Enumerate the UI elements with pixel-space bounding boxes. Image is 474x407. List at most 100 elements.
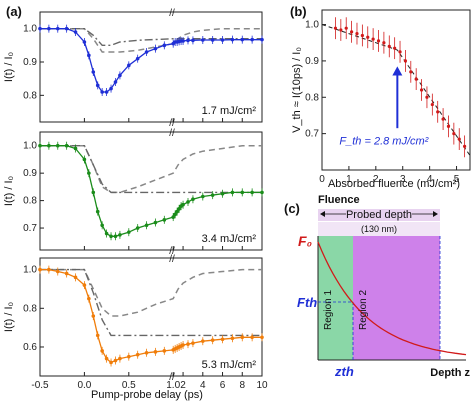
probed-band-lower [318,222,440,236]
y-tick-label: 0.8 [23,196,37,207]
x-tick-label: 1.0 [166,380,180,391]
fluence-title: Fluence [318,194,360,206]
plot-frame [321,9,471,171]
y-tick-label: 0.8 [23,303,37,314]
zth-label: zth [334,364,354,379]
y-tick-label: 0.8 [23,90,37,101]
fluence-label: 3.4 mJ/cm² [202,233,257,245]
fluence-decay-curve [317,241,467,356]
data-point [376,39,381,43]
data-point [441,117,445,121]
probed-band [318,209,440,221]
chart-b: 0 1 2 3 4 5 0.7 0.8 0.9 1.0 V_th ≈ I(10ps) / I₀ F_t… [291,9,471,185]
data-point [414,77,418,81]
fit-line [321,24,471,156]
fit-line [40,145,262,237]
data-point [425,95,429,99]
chart-a1: // // 0.8 0.9 1.0 I(t) / I₀ 1.7 mJ/cm² [3,8,264,129]
data-point [436,110,440,114]
f0-label: F₀ [298,233,313,249]
data-point [333,26,338,30]
panel-label-a: (a) [6,4,22,19]
probed-depth-nm: (130 nm) [361,224,397,234]
y-tick-label: 0.6 [23,342,37,353]
depth-label: Depth z [430,367,470,379]
y-axis-label: I(t) / I₀ [3,176,15,206]
plot-frame [39,257,263,377]
threshold-arrowhead [392,66,403,76]
threshold-annotation: F_th = 2.8 mJ/cm² [339,136,428,148]
region-2-area [353,236,440,360]
y-tick-label: 1.0 [23,24,37,35]
data-point [371,37,375,41]
x-axis-label-b: Absorbed fluence (mJ/cm²) [328,178,460,190]
chart-a2: // // 0.7 0.8 0.9 1.0 I(t) / I₀ 3.4 mJ/cm² [3,128,264,257]
reference-curve-dashed [40,27,262,53]
x-tick-label: 2 [180,380,186,391]
reference-curve-dashdot [40,268,262,337]
x-tick-label: 3 [400,174,406,185]
x-tick-label: 0.0 [77,380,91,391]
axis-break-bottom: // [169,118,175,129]
x-tick-label: 1 [346,174,352,185]
y-tick-label: 0.9 [23,57,37,68]
chart-a3: ////0.60.81.0I(t) / I₀-0.5 0.0 0.5 1.0 2 4 6 8 1… [3,254,268,391]
fit-line [40,268,262,364]
probed-arrowhead-left [320,211,325,217]
panel-label-b: (b) [290,4,307,19]
x-tick-label: 2 [373,174,379,185]
axis-break-top: // [169,8,175,19]
data-point [393,46,397,50]
x-tick-label: 4 [200,380,206,391]
fit-line [40,28,262,93]
data-point [366,35,370,39]
y-tick-label: 1.0 [23,265,37,276]
y-axis-label: I(t) / I₀ [3,302,15,332]
data-point [382,41,386,45]
x-tick-label: 0 [319,174,325,185]
data-point [339,28,343,32]
data-point [387,44,391,48]
x-tick-label: 4 [427,174,433,185]
reference-curve-dashdot [40,28,262,46]
depth-diagram: Fluence Probed depth (130 nm) F₀ Fth zth… [297,194,470,379]
x-tick-label: 6 [220,380,226,391]
region-1-label: Region 1 [323,290,334,330]
data-point [457,137,461,141]
reference-curve-dashdot [40,145,262,194]
axis-break-top: // [169,254,175,265]
data-point [344,26,348,30]
axis-break-top: // [169,128,175,139]
probed-arrowhead-right [433,211,438,217]
data-point [430,102,434,107]
y-tick-label: 0.9 [305,56,319,67]
x-tick-label: 5 [454,174,460,185]
x-tick-label: 0.5 [122,380,136,391]
data-point [452,132,456,136]
axis-break-bottom: // [169,246,175,257]
data-point [355,32,359,36]
x-axis-label-a: Pump-probe delay (ps) [91,389,203,401]
fth-label: Fth [297,295,317,310]
y-tick-label: 0.9 [23,168,37,179]
x-tick-label: 8 [239,380,245,391]
data-point [360,33,364,38]
y-axis-label: I(t) / I₀ [3,52,15,82]
data-point [419,88,424,92]
probed-depth-label: Probed depth [346,209,412,221]
y-tick-label: 0.7 [23,223,37,234]
panel-label-c: (c) [284,201,300,216]
y-tick-label: 1.0 [23,141,37,152]
reference-curve-dashed [40,144,262,194]
y-axis-label: V_th ≈ I(10ps) / I₀ [291,47,303,133]
data-point [398,50,402,54]
y-tick-label: 0.8 [305,92,319,103]
data-point [446,124,451,128]
plot-frame [39,11,263,123]
data-point [350,30,354,34]
region-2-label: Region 2 [358,290,369,330]
x-tick-label: -0.5 [31,380,49,391]
reference-curve-dashed [40,268,262,317]
x-tick-label: 10 [256,380,268,391]
